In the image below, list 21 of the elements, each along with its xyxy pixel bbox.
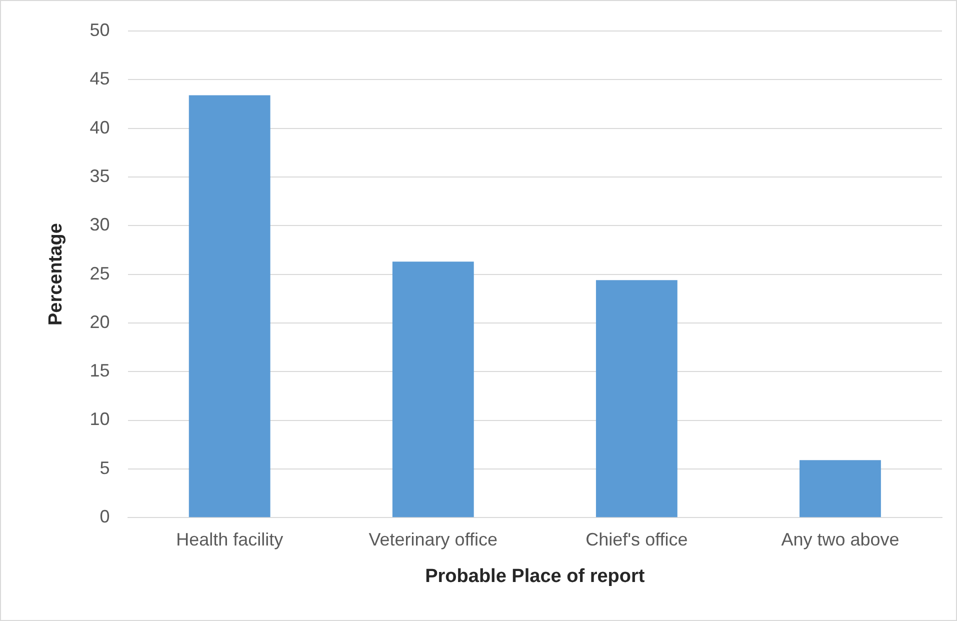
- y-tick-label: 0: [100, 506, 110, 527]
- y-tick-label: 25: [90, 263, 110, 284]
- y-tick-label: 15: [90, 360, 110, 381]
- bar: [188, 95, 270, 518]
- bar: [392, 262, 474, 518]
- x-tick-label: Health facility: [176, 529, 284, 550]
- x-axis-title: Probable Place of report: [425, 566, 646, 587]
- y-tick-label: 45: [90, 68, 110, 89]
- y-tick-label: 10: [90, 409, 110, 430]
- y-tick-label: 5: [100, 458, 110, 478]
- y-tick-label: 30: [90, 214, 110, 235]
- y-tick-label: 20: [90, 312, 110, 332]
- bar: [800, 460, 881, 518]
- x-tick-label: Any two above: [781, 529, 900, 550]
- x-tick-label: Chief's office: [586, 529, 688, 550]
- y-tick-label: 35: [90, 166, 110, 186]
- bar: [596, 280, 678, 518]
- y-axis-title: Percentage: [46, 223, 67, 326]
- y-tick-label: 40: [90, 117, 110, 138]
- x-tick-label: Veterinary office: [368, 529, 498, 550]
- y-tick-label: 50: [90, 20, 110, 40]
